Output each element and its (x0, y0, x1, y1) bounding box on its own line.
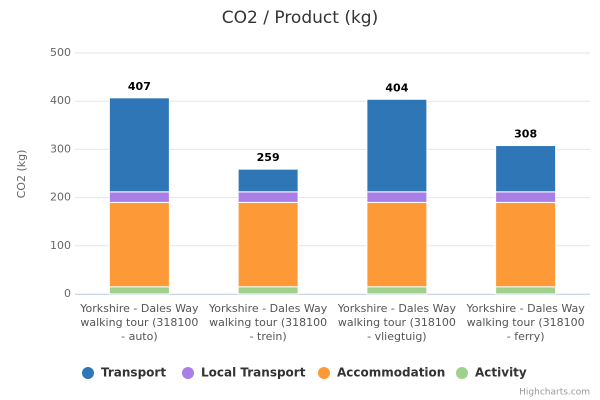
bar-segment (366, 191, 428, 203)
bar-segment (366, 98, 428, 193)
legend-label: Local Transport (201, 366, 306, 380)
bar-segment (237, 168, 299, 193)
stack-total-label: 308 (514, 128, 537, 141)
legend-label: Activity (475, 366, 527, 380)
y-tick-label: 300 (50, 142, 71, 155)
legend-symbol (318, 367, 330, 379)
bar-segment (108, 286, 170, 295)
legend-label: Transport (101, 366, 166, 380)
bar-segment (237, 191, 299, 203)
chart-title: CO2 / Product (kg) (222, 8, 378, 28)
bar-segment (108, 97, 170, 193)
bar-segment (237, 201, 299, 288)
bar-segment (495, 145, 557, 193)
legend-symbol (456, 367, 468, 379)
x-tick-label: Yorkshire - Dales Way walking tour (3181… (337, 302, 457, 343)
legend-label: Accommodation (337, 366, 445, 380)
stack-total-label: 259 (257, 151, 280, 164)
bar-segment (237, 286, 299, 295)
y-tick-label: 500 (50, 46, 71, 59)
y-tick-label: 100 (50, 239, 71, 252)
y-axis-label: CO2 (kg) (15, 150, 28, 199)
legend-symbol (82, 367, 94, 379)
x-tick-label: Yorkshire - Dales Way walking tour (3181… (466, 302, 585, 343)
bar-segment (495, 191, 557, 203)
bar-segment (366, 201, 428, 288)
y-tick-label: 0 (64, 287, 71, 300)
bar-segment (108, 201, 170, 288)
stack-total-label: 404 (385, 81, 408, 94)
bar-segment (108, 191, 170, 203)
legend-symbol (182, 367, 194, 379)
bar-segment (495, 201, 557, 288)
y-tick-label: 200 (50, 191, 71, 204)
bar-segment (366, 286, 428, 295)
stack-total-label: 407 (128, 80, 151, 93)
bar-segment (495, 286, 557, 295)
x-tick-label: Yorkshire - Dales Way walking tour (3181… (80, 302, 199, 343)
credits: Highcharts.com (519, 388, 590, 398)
x-tick-label: Yorkshire - Dales Way walking tour (3181… (208, 302, 328, 343)
y-tick-label: 400 (50, 94, 71, 107)
